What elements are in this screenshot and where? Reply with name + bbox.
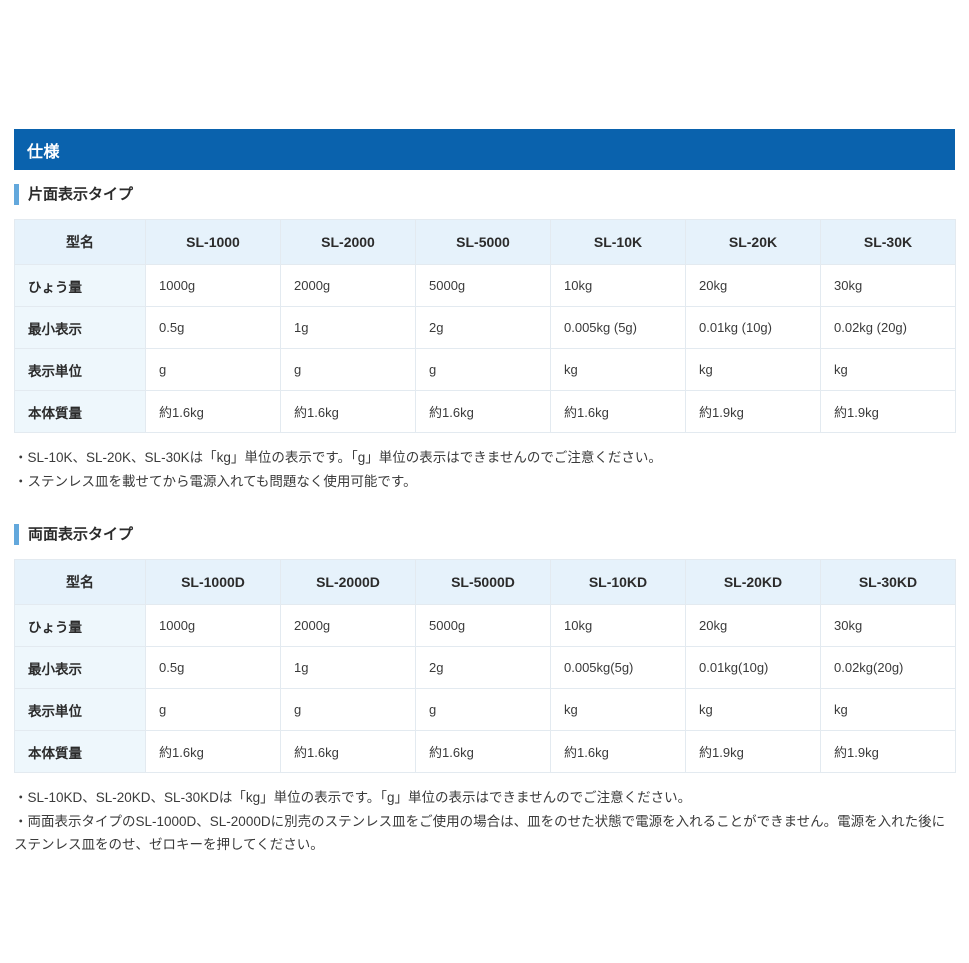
table-cell: 0.02kg(20g)	[820, 646, 956, 689]
table-cell: 約1.9kg	[820, 730, 956, 773]
table-cell: 1000g	[145, 264, 281, 307]
table-row: 最小表示 0.5g 1g 2g 0.005kg(5g) 0.01kg(10g) …	[14, 646, 956, 689]
column-header: SL-5000D	[415, 559, 551, 605]
note-line: ・両面表示タイプのSL-1000D、SL-2000Dに別売のステンレス皿をご使用…	[14, 813, 946, 853]
table-cell: 約1.6kg	[145, 390, 281, 433]
table-cell: 約1.6kg	[280, 390, 416, 433]
row-label: ひょう量	[14, 604, 146, 647]
table-cell: 0.5g	[145, 646, 281, 689]
table-cell: 2g	[415, 646, 551, 689]
table-cell: 5000g	[415, 264, 551, 307]
notes-dual: ・SL-10KD、SL-20KD、SL-30KDは「kg」単位の表示です。「g」…	[14, 786, 955, 857]
section-single-display: 片面表示タイプ 型名 SL-1000 SL-2000 SL-5000 SL-10…	[0, 184, 969, 493]
table-cell: 約1.9kg	[685, 730, 821, 773]
column-header: SL-1000	[145, 219, 281, 265]
table-cell: 2g	[415, 306, 551, 349]
table-cell: 0.01kg(10g)	[685, 646, 821, 689]
table-cell: 0.01kg (10g)	[685, 306, 821, 349]
table-cell: 約1.6kg	[145, 730, 281, 773]
table-cell: g	[415, 688, 551, 731]
column-header: SL-20KD	[685, 559, 821, 605]
column-header: SL-20K	[685, 219, 821, 265]
table-cell: 0.02kg (20g)	[820, 306, 956, 349]
table-cell: 1000g	[145, 604, 281, 647]
table-cell: kg	[550, 688, 686, 731]
table-row: 表示単位 g g g kg kg kg	[14, 348, 956, 391]
spec-table-single: 型名 SL-1000 SL-2000 SL-5000 SL-10K SL-20K…	[14, 219, 956, 433]
table-cell: 5000g	[415, 604, 551, 647]
table-header-row: 型名 SL-1000D SL-2000D SL-5000D SL-10KD SL…	[14, 559, 956, 605]
section-title-dual: 両面表示タイプ	[28, 526, 134, 543]
section-dual-display: 両面表示タイプ 型名 SL-1000D SL-2000D SL-5000D SL…	[0, 524, 969, 857]
table-cell: kg	[550, 348, 686, 391]
table-cell: 20kg	[685, 604, 821, 647]
table-cell: 約1.9kg	[685, 390, 821, 433]
table-cell: 10kg	[550, 264, 686, 307]
table-cell: g	[145, 688, 281, 731]
table-cell: kg	[685, 348, 821, 391]
table-cell: g	[280, 688, 416, 731]
banner-title: 仕様	[27, 143, 61, 161]
table-row: ひょう量 1000g 2000g 5000g 10kg 20kg 30kg	[14, 604, 956, 647]
table-cell: 30kg	[820, 604, 956, 647]
section-heading-single: 片面表示タイプ	[14, 184, 969, 205]
row-label: 本体質量	[14, 730, 146, 773]
table-cell: 約1.6kg	[550, 730, 686, 773]
column-header: 型名	[14, 219, 146, 265]
table-cell: 約1.9kg	[820, 390, 956, 433]
table-cell: 約1.6kg	[415, 390, 551, 433]
table-header-row: 型名 SL-1000 SL-2000 SL-5000 SL-10K SL-20K…	[14, 219, 956, 265]
table-cell: 0.5g	[145, 306, 281, 349]
column-header: SL-10K	[550, 219, 686, 265]
table-cell: g	[280, 348, 416, 391]
table-row: 表示単位 g g g kg kg kg	[14, 688, 956, 731]
column-header: SL-1000D	[145, 559, 281, 605]
table-cell: kg	[820, 348, 956, 391]
spec-table-dual: 型名 SL-1000D SL-2000D SL-5000D SL-10KD SL…	[14, 559, 956, 773]
table-row: 最小表示 0.5g 1g 2g 0.005kg (5g) 0.01kg (10g…	[14, 306, 956, 349]
section-heading-dual: 両面表示タイプ	[14, 524, 969, 545]
accent-bar-icon	[14, 184, 19, 205]
row-label: 最小表示	[14, 306, 146, 349]
column-header: SL-2000	[280, 219, 416, 265]
row-label: 表示単位	[14, 348, 146, 391]
table-cell: 30kg	[820, 264, 956, 307]
column-header: SL-5000	[415, 219, 551, 265]
table-cell: 約1.6kg	[550, 390, 686, 433]
note-line: ・SL-10KD、SL-20KD、SL-30KDは「kg」単位の表示です。「g」…	[14, 790, 692, 805]
table-cell: 2000g	[280, 604, 416, 647]
table-row: 本体質量 約1.6kg 約1.6kg 約1.6kg 約1.6kg 約1.9kg …	[14, 730, 956, 773]
table-cell: g	[415, 348, 551, 391]
column-header: SL-2000D	[280, 559, 416, 605]
row-label: 本体質量	[14, 390, 146, 433]
row-label: 最小表示	[14, 646, 146, 689]
table-cell: kg	[685, 688, 821, 731]
notes-single: ・SL-10K、SL-20K、SL-30Kは「kg」単位の表示です。「g」単位の…	[14, 446, 955, 493]
note-line: ・ステンレス皿を載せてから電源入れても問題なく使用可能です。	[14, 473, 417, 489]
column-header: SL-30KD	[820, 559, 956, 605]
table-cell: 1g	[280, 646, 416, 689]
table-cell: 0.005kg(5g)	[550, 646, 686, 689]
row-label: 表示単位	[14, 688, 146, 731]
table-cell: 20kg	[685, 264, 821, 307]
spec-banner: 仕様	[14, 129, 955, 170]
table-cell: 約1.6kg	[280, 730, 416, 773]
table-cell: g	[145, 348, 281, 391]
table-row: ひょう量 1000g 2000g 5000g 10kg 20kg 30kg	[14, 264, 956, 307]
table-row: 本体質量 約1.6kg 約1.6kg 約1.6kg 約1.6kg 約1.9kg …	[14, 390, 956, 433]
column-header: 型名	[14, 559, 146, 605]
table-cell: 10kg	[550, 604, 686, 647]
note-line: ・SL-10K、SL-20K、SL-30Kは「kg」単位の表示です。「g」単位の…	[14, 450, 662, 465]
section-title-single: 片面表示タイプ	[28, 186, 134, 203]
table-cell: 1g	[280, 306, 416, 349]
accent-bar-icon	[14, 524, 19, 545]
table-cell: kg	[820, 688, 956, 731]
table-cell: 2000g	[280, 264, 416, 307]
table-cell: 0.005kg (5g)	[550, 306, 686, 349]
column-header: SL-10KD	[550, 559, 686, 605]
row-label: ひょう量	[14, 264, 146, 307]
table-cell: 約1.6kg	[415, 730, 551, 773]
column-header: SL-30K	[820, 219, 956, 265]
